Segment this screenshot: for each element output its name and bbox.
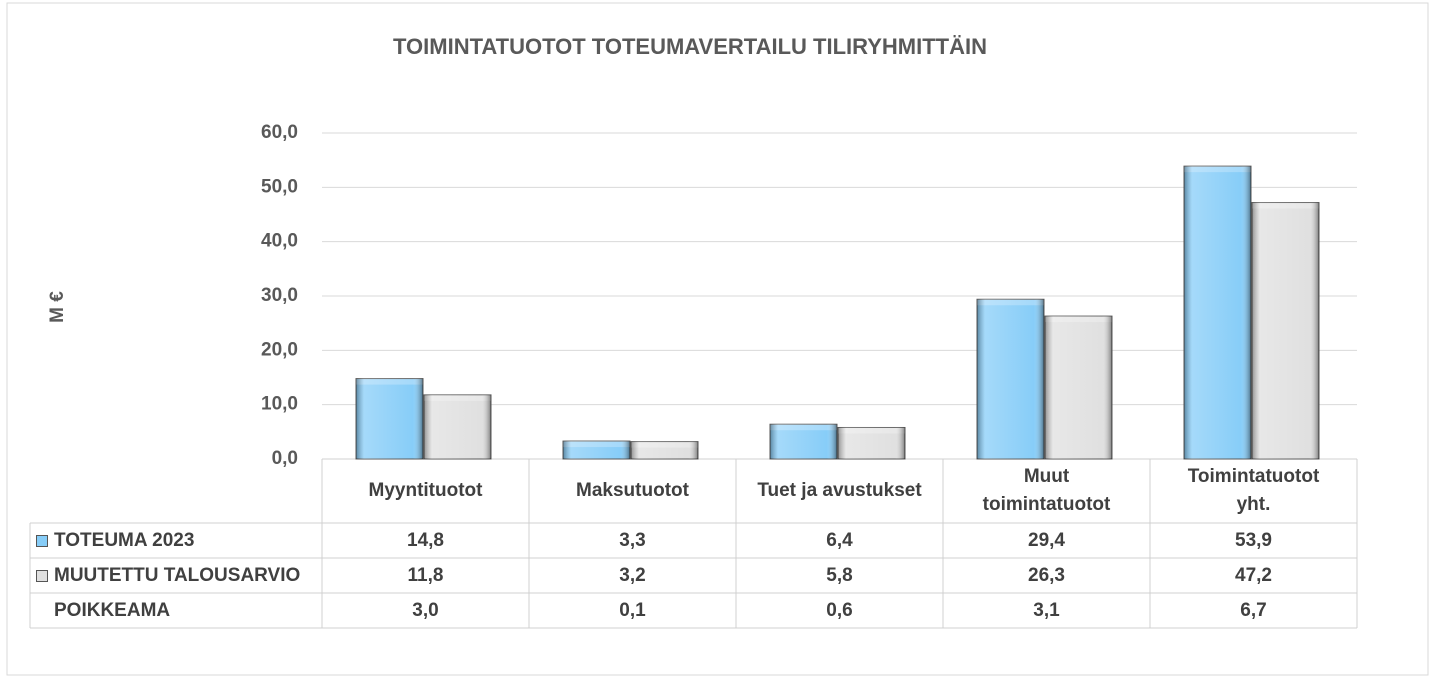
legend-key bbox=[36, 534, 48, 547]
bar-shade bbox=[1045, 316, 1112, 459]
bar-shade bbox=[770, 424, 837, 459]
table-value: 3,0 bbox=[412, 599, 439, 621]
y-tick-label: 10,0 bbox=[261, 394, 298, 415]
bar-shade bbox=[563, 441, 630, 459]
legend-label: TOTEUMA 2023 bbox=[54, 529, 195, 551]
bar-shade bbox=[424, 394, 491, 459]
y-tick-label: 20,0 bbox=[261, 339, 298, 360]
table-value: 3,3 bbox=[619, 529, 646, 551]
table-value: 14,8 bbox=[407, 529, 444, 551]
bar-shade bbox=[838, 427, 905, 459]
table-value: 53,9 bbox=[1235, 529, 1272, 551]
category-label: Tuet ja avustukset bbox=[757, 480, 922, 501]
category-label: Maksutuotot bbox=[576, 480, 689, 501]
bar-shade bbox=[1252, 202, 1319, 459]
y-axis-label: M € bbox=[47, 291, 68, 323]
row-label: POIKKEAMA bbox=[54, 599, 171, 621]
bar-shade bbox=[631, 441, 698, 459]
table-value: 0,6 bbox=[826, 599, 853, 621]
table-value: 47,2 bbox=[1235, 564, 1272, 586]
table-value: 0,1 bbox=[619, 599, 646, 621]
table-value: 3,2 bbox=[619, 564, 646, 586]
table-value: 26,3 bbox=[1028, 564, 1065, 586]
y-tick-label: 50,0 bbox=[261, 176, 298, 197]
category-label: Muut toimintatuotot bbox=[982, 466, 1111, 515]
category-label: Myyntituotot bbox=[368, 480, 483, 501]
frame bbox=[6, 2, 1429, 676]
legend-label: MUUTETTU TALOUSARVIO bbox=[54, 564, 301, 586]
legend-entry: MUUTETTU TALOUSARVIO bbox=[30, 558, 322, 593]
y-tick-label: 40,0 bbox=[261, 231, 298, 252]
chart-title: TOIMINTATUOTOT TOTEUMAVERTAILU TILIRYHMI… bbox=[393, 34, 987, 59]
table-value: 6,4 bbox=[826, 529, 853, 551]
y-tick-label: 30,0 bbox=[261, 285, 298, 306]
y-tick-label: 0,0 bbox=[272, 448, 298, 469]
table-value: 29,4 bbox=[1028, 529, 1065, 551]
table-value: 3,1 bbox=[1033, 599, 1060, 621]
y-tick-label: 60,0 bbox=[261, 122, 298, 143]
bar-shade bbox=[356, 378, 423, 459]
table-value: 6,7 bbox=[1240, 599, 1267, 621]
legend-key bbox=[36, 569, 48, 582]
table-value: 11,8 bbox=[407, 564, 444, 586]
bar-shade bbox=[1184, 166, 1251, 460]
legend-entry: TOTEUMA 2023 bbox=[30, 523, 322, 558]
table-value: 5,8 bbox=[826, 564, 853, 586]
category-label: Toimintatuotot yht. bbox=[1187, 466, 1320, 515]
bar-shade bbox=[977, 299, 1044, 459]
